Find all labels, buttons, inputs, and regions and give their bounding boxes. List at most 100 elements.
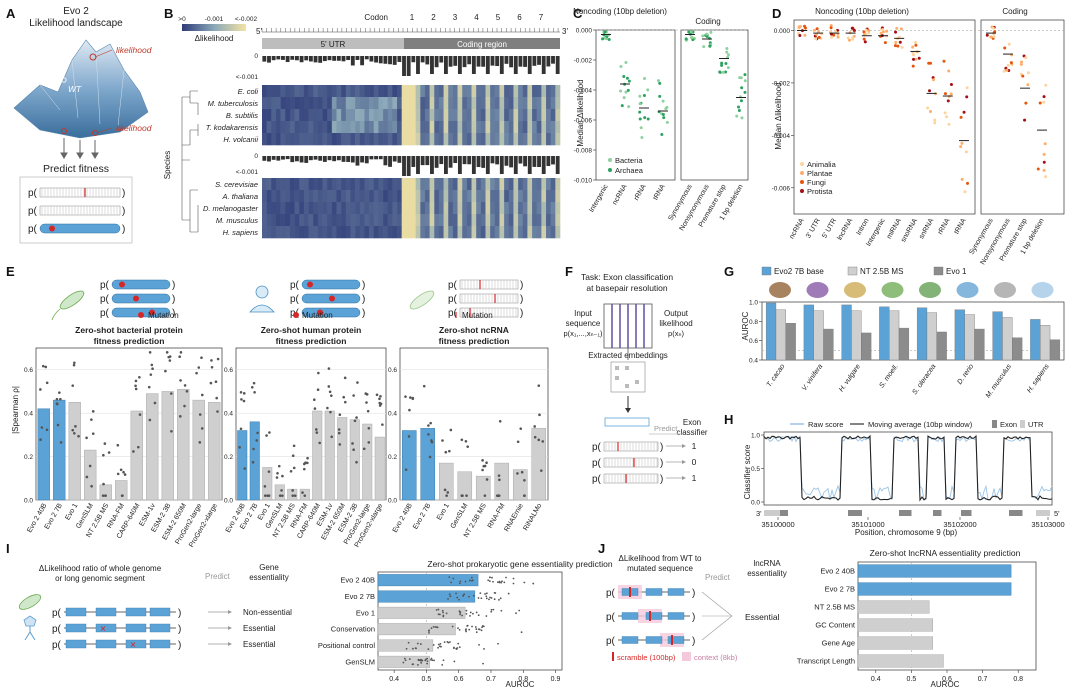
bar-evo-2-7b (857, 582, 1012, 596)
heatmap-cell (508, 190, 514, 203)
three-prime: 3' (562, 27, 568, 36)
heatmap-cell (392, 202, 398, 215)
data-point (867, 31, 871, 35)
data-point (620, 104, 624, 108)
panel-label-b: B (164, 6, 173, 21)
i-xtick-label-2: 0.6 (454, 676, 464, 683)
heatmap-cell (280, 109, 286, 122)
heatmap-cell (322, 85, 328, 98)
heatmap-cell (513, 178, 519, 191)
e-ytick-2-3: 0.6 (388, 367, 397, 374)
heatmap-cell (485, 214, 491, 227)
bar-nt-2-5b-ms (475, 475, 491, 501)
p-open: p( (448, 280, 458, 291)
data-point (900, 45, 904, 49)
i-point (466, 625, 469, 627)
heatmap-cell (406, 121, 412, 134)
heatmap-cell (452, 190, 458, 203)
j-category-evo-2-40b: Evo 2 40B (820, 567, 855, 576)
i-point (442, 659, 445, 662)
heatmap-cell (546, 202, 551, 215)
sequence-glyph: p() (100, 293, 175, 305)
heatmap-cell (294, 133, 300, 146)
g-ytick-label-2: 0.8 (749, 319, 758, 326)
heatmap-cell (462, 190, 468, 203)
species-m-musculus: M. musculus (216, 216, 258, 225)
i-point (441, 609, 444, 612)
bar-esm-2-650m (337, 417, 348, 501)
bar-evo-2-40b (237, 430, 248, 501)
data-point (660, 132, 664, 136)
heatmap-cell (429, 226, 435, 239)
heatmap-cell (345, 214, 351, 227)
i-point (426, 660, 429, 663)
likelihood-bar (467, 156, 472, 165)
data-point (960, 177, 964, 181)
j-scramble-swatch (612, 652, 614, 661)
heatmap-cell (518, 226, 524, 239)
heatmap-cell (275, 202, 281, 215)
category-rrna: rRNA (937, 217, 952, 236)
heatmap-cell (317, 97, 323, 110)
i-gene-block (125, 623, 147, 633)
panel-a-title-2: Likelihood landscape (29, 18, 123, 29)
heatmap-cell (434, 214, 440, 227)
bar-evo-1-h-vulgare (861, 332, 872, 361)
heatmap-cell (555, 97, 561, 110)
g-ytick-label-0: 0.4 (749, 358, 758, 365)
e-point (352, 448, 355, 452)
heatmap-cell (308, 121, 314, 134)
heatmap-cell (355, 214, 361, 227)
heatmap-cell (355, 178, 361, 191)
heatmap-cell (317, 109, 323, 122)
i-xtick-label-0: 0.4 (389, 676, 399, 683)
legend-tick-0: >0 (178, 16, 186, 23)
e-point (148, 351, 152, 354)
heatmap-cell (341, 121, 347, 134)
h-legend-exon: Exon (1000, 420, 1017, 429)
data-point (720, 61, 724, 65)
e-point (485, 478, 489, 481)
heatmap-cell (411, 121, 416, 134)
data-point (638, 117, 642, 121)
mutation-dot (307, 281, 313, 288)
bar-rna-fm (494, 462, 510, 501)
heatmap-cell (387, 97, 393, 110)
e-point (132, 450, 135, 453)
e-point (523, 494, 526, 497)
heatmap-cell (317, 214, 323, 227)
heatmap-cell (271, 202, 277, 215)
heatmap-cell (355, 121, 361, 134)
prokaryote-heatmap (262, 85, 561, 146)
data-point (836, 35, 840, 39)
p-close: ) (172, 294, 175, 305)
data-point (846, 36, 850, 40)
e-point (365, 401, 368, 404)
heatmap-cell (275, 133, 281, 146)
p-open: p( (28, 188, 38, 199)
heatmap-cell (280, 190, 286, 203)
i-point (480, 597, 483, 600)
e-point (315, 431, 319, 434)
e-category-evo-2-40b: Evo 2 40B (26, 502, 48, 534)
p-close: ) (660, 442, 663, 453)
heatmap-cell (397, 202, 402, 215)
heatmap-cell (448, 178, 454, 191)
bar-progen2-large (362, 423, 373, 501)
heatmap-cell (406, 226, 412, 239)
e-point (292, 444, 296, 448)
e-point (242, 392, 246, 395)
e-point (200, 356, 203, 360)
data-point (883, 41, 887, 45)
e-point (277, 464, 281, 468)
heatmap-cell (350, 109, 356, 122)
heatmap-cell (452, 109, 458, 122)
heatmap-cell (420, 214, 426, 227)
g-category-v-vinifera: V. vinifera (801, 363, 824, 392)
sequence-glyph: p() (592, 457, 663, 469)
e-point (338, 413, 342, 417)
likelihood-bar (392, 156, 397, 162)
e-point (137, 445, 140, 449)
heatmap-cell (522, 202, 528, 215)
